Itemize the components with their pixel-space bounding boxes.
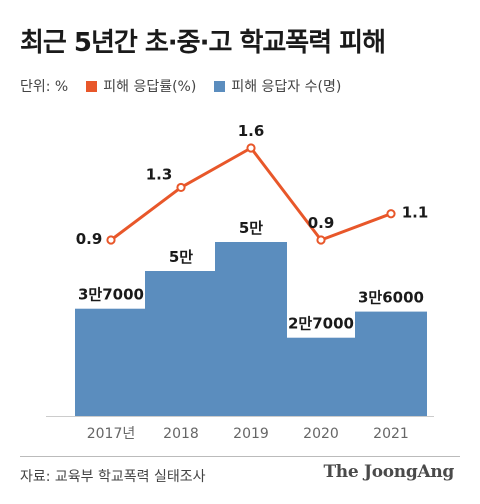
line-point-4	[386, 209, 396, 219]
line-swatch-icon	[86, 80, 98, 92]
line-label-1: 1.3	[146, 165, 173, 183]
legend-item-bar: 피해 응답자 수(명)	[214, 76, 341, 96]
bar-3	[285, 337, 357, 416]
brand-logo: The JoongAng	[323, 462, 454, 482]
legend-line-label: 피해 응답률(%)	[103, 79, 197, 95]
x-tick-3: 2020	[303, 426, 339, 442]
bar-4	[355, 311, 427, 416]
bar-label-3: 2만7000	[288, 315, 354, 333]
line-point-1	[176, 182, 186, 193]
chart-title: 최근 5년간 초·중·고 학교폭력 피해	[20, 28, 386, 58]
line-point-0	[106, 235, 116, 245]
legend-item-line: 피해 응답률(%)	[86, 76, 196, 96]
bar-label-2: 5만	[239, 219, 263, 237]
unit-label: 단위: %	[20, 79, 69, 95]
bar-0	[75, 308, 147, 416]
legend: 단위: % 피해 응답률(%) 피해 응답자 수(명)	[20, 76, 359, 96]
line-label-2: 1.6	[238, 122, 265, 140]
bar-swatch-icon	[214, 80, 226, 92]
bar-label-0: 3만7000	[78, 286, 144, 304]
line-point-3	[316, 235, 326, 245]
bar-label-1: 5만	[169, 248, 193, 266]
x-tick-2: 2019	[233, 426, 269, 442]
bar-1	[145, 271, 217, 416]
x-tick-1: 2018	[163, 426, 199, 442]
line-label-3: 0.9	[308, 214, 335, 232]
line-label-4: 1.1	[402, 204, 429, 222]
line-label-0: 0.9	[76, 230, 103, 248]
legend-bar-label: 피해 응답자 수(명)	[231, 79, 342, 95]
footer-divider	[20, 456, 460, 457]
line-point-2	[246, 143, 256, 153]
x-tick-4: 2021	[373, 426, 409, 442]
x-tick-0: 2017년	[87, 426, 136, 442]
bar-2	[215, 242, 287, 416]
bar-label-4: 3만6000	[358, 289, 424, 307]
source-note: 자료: 교육부 학교폭력 실태조사	[20, 469, 206, 485]
